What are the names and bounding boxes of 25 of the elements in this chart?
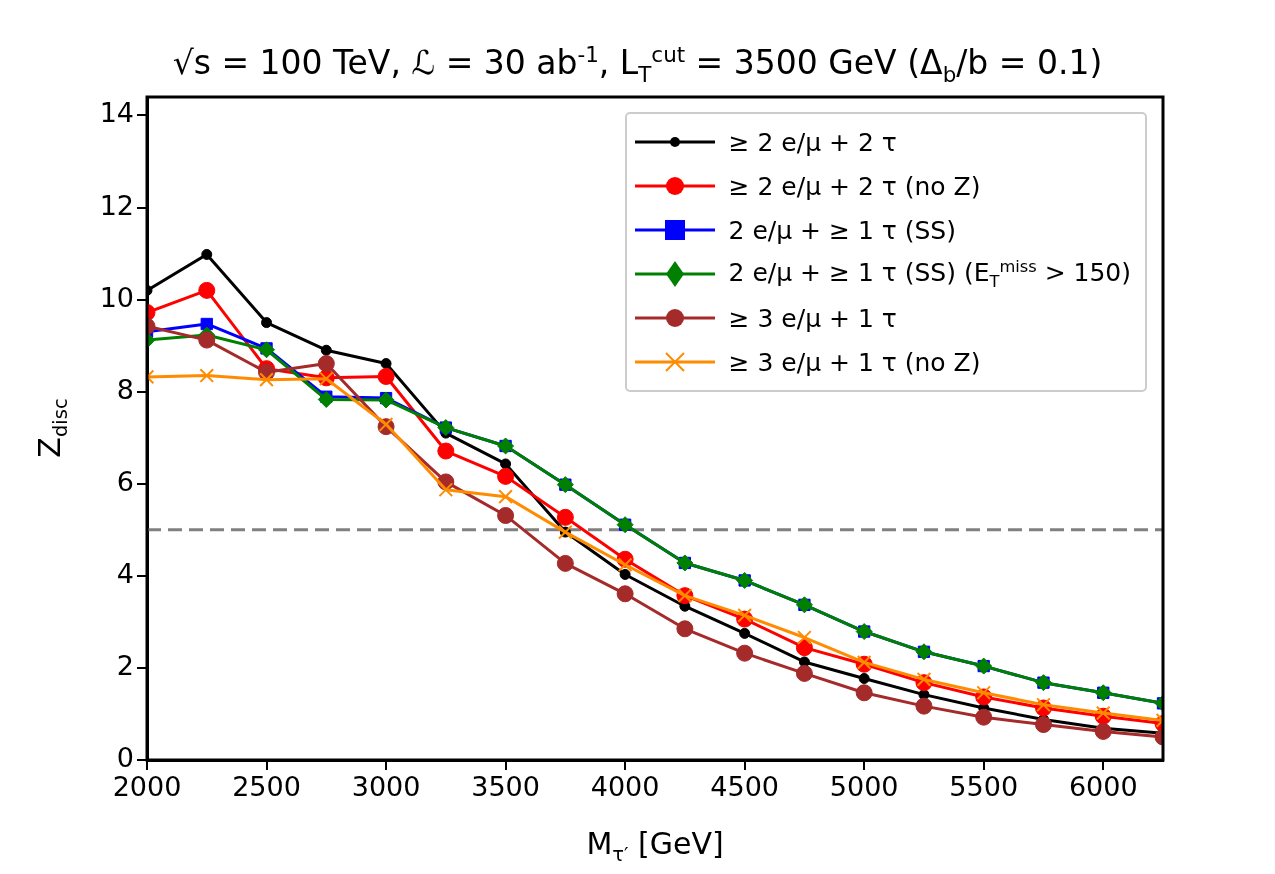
x-axis-title: M$_{τ′}$ [GeV]: [585, 826, 725, 866]
y-tick-label: 8: [116, 373, 134, 405]
x-tick-label: 2000: [112, 771, 182, 803]
y-tick-label: 14: [99, 97, 134, 129]
y-tick-label: 10: [99, 281, 134, 313]
legend-label: ≥ 3 e/μ + 1 τ: [728, 303, 897, 333]
legend-label: 2 e/μ + ≥ 1 τ (SS) (E$_{T}$$^{miss}$ > 150): [728, 256, 1131, 292]
y-tick-label: 12: [99, 189, 134, 221]
x-tick-label: 4500: [710, 771, 780, 803]
y-tick-label: 0: [116, 742, 134, 774]
y-tick-label: 2: [116, 649, 134, 681]
legend-label: ≥ 3 e/μ + 1 τ (no Z): [728, 347, 981, 377]
legend-label: ≥ 2 e/μ + 2 τ: [728, 127, 897, 157]
x-tick-label: 3000: [351, 771, 421, 803]
x-tick-label: 2500: [232, 771, 301, 803]
legend-label: ≥ 2 e/μ + 2 τ (no Z): [728, 171, 981, 201]
y-tick-label: 4: [116, 557, 134, 589]
x-tick-label: 5000: [829, 771, 899, 803]
x-tick-label: 4000: [590, 771, 660, 803]
x-tick-label: 6000: [1068, 771, 1138, 803]
chart-title: √s = 100 TeV, ℒ = 30 ab$^{-1}$, L$_{T}$$^{cut}$ = 3500 GeV (Δ$_{b}$/b = 0.1): [171, 42, 1104, 87]
x-tick-label: 5500: [949, 771, 1019, 803]
x-tick-label: 3500: [471, 771, 540, 803]
legend-label: 2 e/μ + ≥ 1 τ (SS): [728, 215, 956, 245]
y-tick-label: 6: [116, 465, 134, 497]
